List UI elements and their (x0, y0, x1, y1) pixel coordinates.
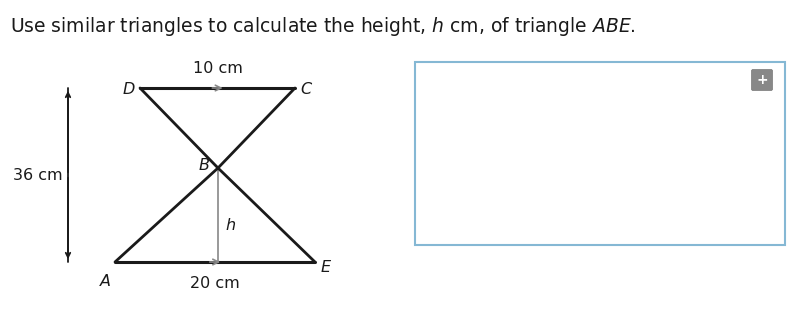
Text: h: h (225, 218, 235, 232)
Text: 20 cm: 20 cm (190, 276, 240, 291)
Text: D: D (122, 82, 135, 98)
Bar (415, 62, 785, 245)
Text: Use similar triangles to calculate the height, $h$ cm, of triangle $ABE$.: Use similar triangles to calculate the h… (10, 15, 636, 38)
Text: E: E (321, 259, 331, 274)
Text: A: A (100, 274, 111, 289)
Text: +: + (756, 73, 768, 87)
Text: C: C (300, 82, 311, 98)
Text: B: B (199, 158, 210, 174)
FancyBboxPatch shape (751, 70, 773, 91)
Text: 36 cm: 36 cm (14, 168, 63, 183)
Text: 10 cm: 10 cm (193, 61, 242, 76)
